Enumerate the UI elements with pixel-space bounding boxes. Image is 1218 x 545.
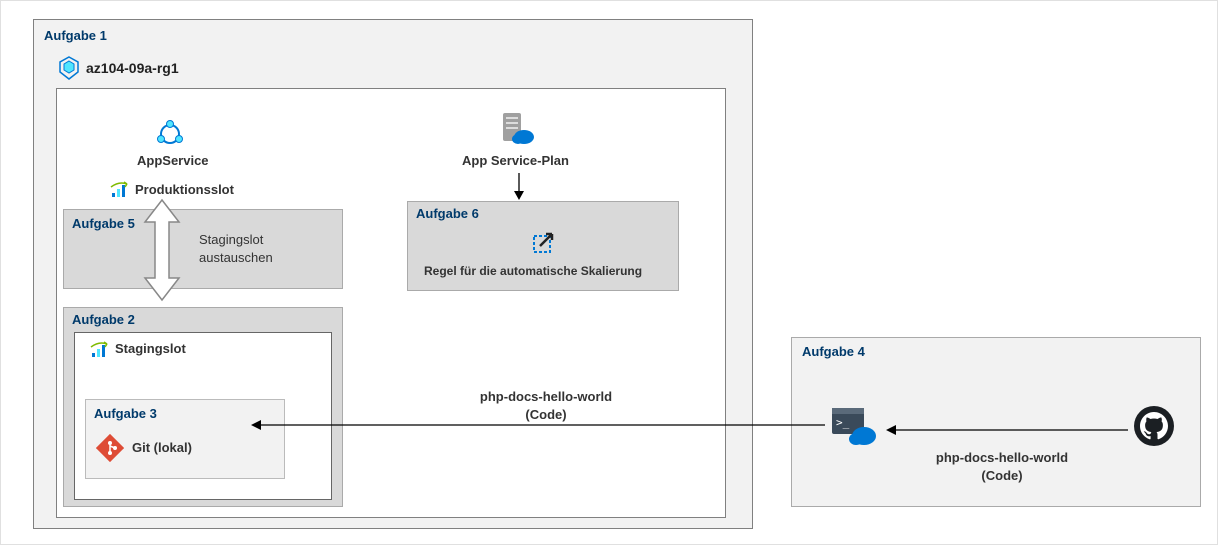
aufgabe5-title: Aufgabe 5: [72, 216, 135, 231]
aufgabe2-title: Aufgabe 2: [72, 312, 135, 327]
resource-group-icon: [56, 55, 82, 81]
aufgabe3-title: Aufgabe 3: [94, 406, 157, 421]
aufgabe1-box: Aufgabe 1 az104-09a-rg1 AppService: [33, 19, 753, 529]
aufgabe4-box: Aufgabe 4 >_ php-docs-hello-world (Code): [791, 337, 1201, 507]
aufgabe5-box: Aufgabe 5 Stagingslot austauschen: [63, 209, 343, 289]
arrow-github-to-shell: [884, 424, 1128, 436]
prod-slot-label: Produktionsslot: [135, 182, 234, 197]
aufgabe6-title: Aufgabe 6: [416, 206, 479, 221]
app-service-plan-icon: [497, 109, 537, 149]
autoscale-icon: [530, 228, 558, 256]
aufgabe2-inner-box: Stagingslot Aufgabe 3 G: [74, 332, 332, 500]
git-local-label: Git (lokal): [132, 440, 192, 455]
cloud-shell-icon: >_: [830, 404, 878, 448]
autoscale-rule-label: Regel für die automatische Skalierung: [424, 264, 642, 278]
rg-name: az104-09a-rg1: [86, 60, 179, 76]
app-service-plan-label: App Service-Plan: [462, 153, 569, 168]
staging-slot-label: Stagingslot: [115, 341, 186, 356]
code-label-1a: php-docs-hello-world: [461, 389, 631, 404]
aufgabe2-box: Aufgabe 2 Stagingslot Aufgabe 3: [63, 307, 343, 507]
inner-main-box: AppService Produktionsslot Aufgabe 5 Sta…: [56, 88, 726, 518]
arrow-plan-to-rule: [513, 173, 525, 201]
swap-label-1: Stagingslot: [199, 232, 263, 247]
aufgabe4-title: Aufgabe 4: [802, 344, 865, 359]
code-label-1b: (Code): [461, 407, 631, 422]
swap-label-2: austauschen: [199, 250, 273, 265]
staging-slot-icon: [89, 339, 111, 359]
git-icon: [96, 434, 124, 462]
swap-arrow-icon: [139, 198, 185, 302]
svg-text:>_: >_: [836, 416, 850, 429]
aufgabe6-box: Aufgabe 6 Regel für die automatische Ska…: [407, 201, 679, 291]
aufgabe1-title: Aufgabe 1: [44, 28, 107, 43]
github-icon: [1132, 404, 1176, 448]
prod-slot-icon: [109, 179, 131, 199]
code-label-2a: php-docs-hello-world: [922, 450, 1082, 465]
appservice-icon: [155, 119, 185, 149]
code-label-2b: (Code): [922, 468, 1082, 483]
aufgabe3-box: Aufgabe 3 Git (lokal): [85, 399, 285, 479]
appservice-label: AppService: [137, 153, 209, 168]
